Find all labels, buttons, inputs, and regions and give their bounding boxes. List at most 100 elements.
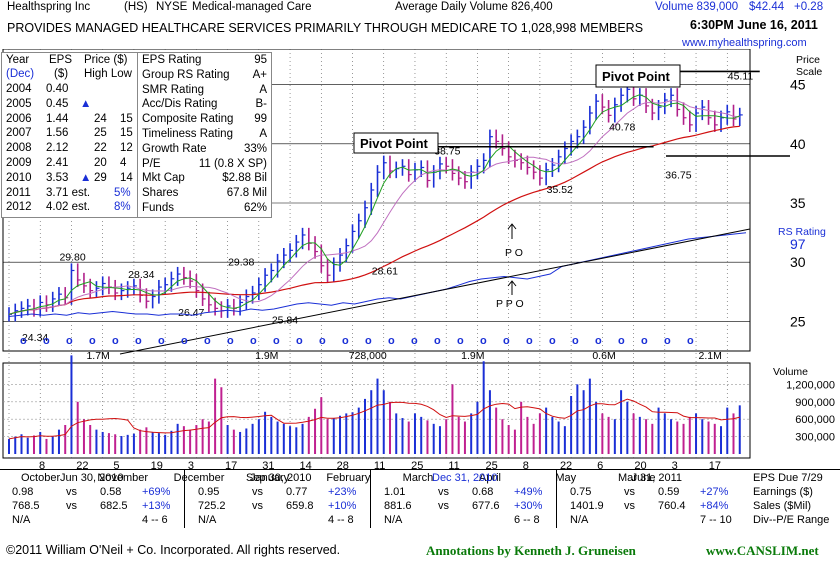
eps-marker-icon: o	[250, 335, 257, 347]
quarter-sales-prior: 682.5	[100, 500, 128, 512]
date-tick-label: 8	[523, 460, 529, 472]
eps-marker-icon: o	[503, 335, 510, 347]
month-label: October	[21, 472, 60, 484]
volume-tick-label: 300,000	[795, 432, 835, 444]
eps-row-value: 2.12	[46, 142, 69, 155]
rating-label: Funds	[142, 202, 174, 214]
rs-rating-value: 97	[790, 236, 806, 252]
eps-marker-icon: o	[457, 335, 464, 347]
eps-marker-icon: o	[181, 335, 188, 347]
month-label: February	[326, 472, 371, 484]
rating-value: 33%	[243, 142, 267, 155]
quarter-pe-range: 4 -- 8	[328, 514, 354, 526]
month-label: April	[479, 472, 501, 484]
price-tick-label: 40	[790, 136, 806, 152]
date-tick-label: 8	[39, 460, 45, 472]
eps-marker-icon: o	[66, 335, 73, 347]
canslim-link[interactable]: www.CANSLIM.net	[706, 543, 819, 558]
price-change: +0.28	[794, 1, 824, 13]
quarter-pe: N/A	[198, 514, 217, 526]
rating-value: A+	[252, 68, 267, 81]
header-bar: Healthspring Inc (HS) NYSE Medical-manag…	[0, 1, 840, 17]
quarter-sales-change: +10%	[328, 500, 357, 512]
rating-label: P/E	[142, 157, 161, 170]
rating-value: 11 (0.8 X SP)	[198, 157, 267, 170]
stock-chart: 2530354045PriceScale1,200,000900,000600,…	[2, 49, 835, 484]
copyright: ©2011 William O'Neil + Co. Incorporated.…	[6, 543, 341, 557]
eps-row-year: 2004	[6, 83, 32, 95]
company-name: Healthspring Inc	[7, 1, 91, 13]
quarterly-table: Jun 30, 2010 0.98 vs 0.58 +69% 768.5 vs 682.5 +1…	[0, 469, 840, 542]
eps-table: Year EPS Price ($) (Dec) ($) High Low 20…	[1, 52, 138, 218]
rating-value: 62%	[243, 202, 267, 214]
pivot-label-1: Pivot Point	[353, 132, 439, 154]
rs-rating-label: RS Rating	[778, 226, 826, 238]
quarter-sales-current: 725.2	[198, 500, 226, 512]
price-annotation: 28.34	[128, 269, 154, 281]
volume-average-line	[8, 398, 740, 440]
price-annotation: 40.78	[609, 122, 635, 134]
rating-value: 95	[254, 54, 267, 66]
eps-row-high: 29	[94, 171, 107, 184]
rating-value: A	[259, 128, 267, 140]
eps-marker-icon: o	[204, 335, 211, 347]
eps-marker-icon: o	[434, 335, 441, 347]
eps-row-value: 3.71 est.	[46, 186, 91, 199]
pivot-label-text: Pivot Point	[602, 69, 671, 84]
quarter-period: Dec 31, 2010	[432, 472, 498, 484]
quarter-pe-range: 4 -- 6	[142, 514, 168, 526]
price-scale-label: Price	[796, 54, 820, 66]
eps-up-icon: ▲	[80, 97, 92, 110]
date-tick-label: 3	[188, 460, 194, 472]
ticker: (HS)	[124, 1, 148, 13]
quarter-pe-range: 6 -- 8	[514, 514, 540, 526]
eps-marker-icon: o	[273, 335, 280, 347]
eps-col-price: Price ($)	[84, 54, 128, 66]
price-scale-label-2: Scale	[796, 66, 822, 78]
volume-annotation: 1.9M	[255, 350, 278, 362]
quarter-period: Jun 30, 2010	[60, 472, 124, 484]
price-annotation: 35.52	[547, 184, 573, 196]
month-label: June	[632, 472, 656, 484]
volume-panel-frame	[2, 362, 751, 459]
month-label: November	[97, 472, 148, 484]
chart-overlays: 29.80 28.34 29.38 26.47 25.84 24.34 28.61 38.75…	[8, 64, 826, 362]
eps-marker-icon: o	[687, 335, 694, 347]
footer: ©2011 William O'Neil + Co. Incorporated.…	[0, 541, 840, 561]
quarter-divider	[370, 470, 371, 528]
date-tick-label: 11	[448, 460, 459, 472]
eps-marker-icon: o	[618, 335, 625, 347]
eps-marker-icon: o	[112, 335, 119, 347]
quarter-eps-prior: 0.68	[472, 486, 494, 498]
quarter-vs: vs	[624, 500, 635, 512]
eps-marker-icon: o	[135, 335, 142, 347]
rating-value: $2.88 Bil	[222, 172, 267, 185]
quarter-vs: vs	[438, 486, 449, 498]
rating-value: 67.8 Mil	[226, 187, 267, 200]
eps-marker-icon: o	[227, 335, 234, 347]
rating-value: A	[259, 83, 267, 96]
arrow-up-icon	[507, 280, 517, 295]
eps-row-value: 0.45	[46, 97, 69, 110]
eps-row-year: 2009	[6, 157, 32, 169]
volume-annotation: 2.1M	[699, 350, 722, 362]
quarter-eps-prior: 0.58	[100, 486, 122, 498]
volume-tick-label: 1,200,000	[786, 379, 835, 391]
quarter-vs: vs	[252, 486, 263, 498]
rating-label: Timeliness Rating	[142, 128, 233, 140]
rating-value: 99	[254, 113, 267, 126]
website: www.myhealthspring.com	[682, 37, 807, 49]
eps-marker-icon: o	[43, 335, 50, 347]
eps-marker-icon: o	[641, 335, 648, 347]
eps-est-growth: 8%	[114, 201, 131, 214]
arrow-up-icon	[507, 223, 517, 239]
quarter-divider	[556, 470, 557, 528]
quarter-eps-current: 0.95	[198, 486, 220, 498]
eps-marker-icon: o	[480, 335, 487, 347]
eps-row-year: 2012	[6, 201, 32, 214]
eps-marker-icon: o	[595, 335, 602, 347]
rating-label: Shares	[142, 187, 179, 200]
eps-marker-icon: o	[158, 335, 165, 347]
eps-row-low: 15	[120, 112, 133, 125]
volume-today: Volume 839,000	[655, 1, 739, 13]
